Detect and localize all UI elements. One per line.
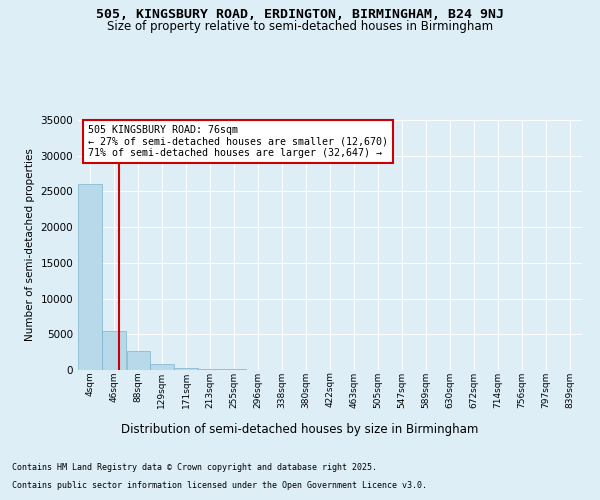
Text: Contains HM Land Registry data © Crown copyright and database right 2025.: Contains HM Land Registry data © Crown c… — [12, 464, 377, 472]
Text: Distribution of semi-detached houses by size in Birmingham: Distribution of semi-detached houses by … — [121, 422, 479, 436]
Text: 505 KINGSBURY ROAD: 76sqm
← 27% of semi-detached houses are smaller (12,670)
71%: 505 KINGSBURY ROAD: 76sqm ← 27% of semi-… — [88, 125, 388, 158]
Bar — [174, 368, 198, 370]
Text: Size of property relative to semi-detached houses in Birmingham: Size of property relative to semi-detach… — [107, 20, 493, 33]
Bar — [150, 364, 174, 370]
Text: Contains public sector information licensed under the Open Government Licence v3: Contains public sector information licen… — [12, 481, 427, 490]
Text: 505, KINGSBURY ROAD, ERDINGTON, BIRMINGHAM, B24 9NJ: 505, KINGSBURY ROAD, ERDINGTON, BIRMINGH… — [96, 8, 504, 20]
Y-axis label: Number of semi-detached properties: Number of semi-detached properties — [25, 148, 35, 342]
Bar — [127, 350, 149, 370]
Bar — [78, 184, 102, 370]
Bar — [103, 330, 126, 370]
Bar — [199, 369, 222, 370]
